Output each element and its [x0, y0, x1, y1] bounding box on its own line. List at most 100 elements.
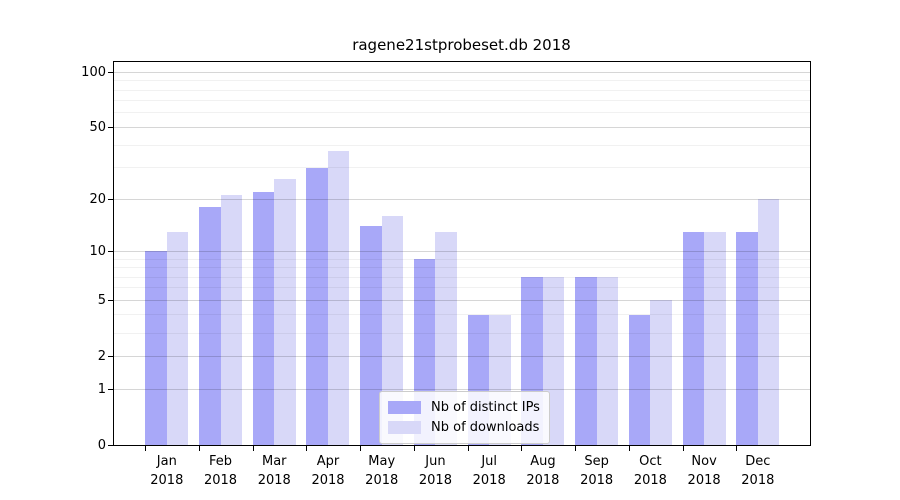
x-label-year: 2018 — [580, 473, 614, 488]
x-tick — [145, 446, 147, 451]
bar-downloads — [381, 216, 404, 445]
x-label-year: 2018 — [257, 473, 291, 488]
x-tick-label: Mar 2018 — [242, 452, 306, 490]
gridline-major — [114, 126, 810, 128]
gridline-major — [114, 198, 810, 200]
y-tick-label: 100 — [81, 64, 106, 80]
x-tick-label: Jan 2018 — [135, 452, 199, 490]
x-label-month: Jan — [156, 454, 177, 469]
x-tick-label: Feb 2018 — [189, 452, 253, 490]
bar-downloads — [166, 231, 189, 445]
bar-distinct-ips — [145, 251, 167, 445]
legend-item-downloads: Nb of downloads — [388, 417, 540, 437]
x-label-year: 2018 — [418, 473, 452, 488]
x-label-month: Feb — [209, 454, 233, 469]
y-tick-label: 50 — [89, 119, 106, 135]
gridline-minor — [114, 112, 810, 114]
x-tick — [306, 446, 308, 451]
y-tick — [108, 71, 114, 73]
x-label-year: 2018 — [365, 473, 399, 488]
x-label-month: Dec — [745, 454, 771, 469]
legend-label-downloads: Nb of downloads — [431, 419, 540, 435]
x-label-year: 2018 — [203, 473, 238, 488]
x-tick-label: Apr 2018 — [296, 452, 360, 490]
bar-downloads — [220, 195, 243, 445]
y-tick — [108, 250, 114, 252]
bar-downloads — [650, 300, 672, 445]
bar-distinct-ips — [628, 314, 651, 445]
chart-title: ragene21stprobeset.db 2018 — [352, 36, 571, 54]
y-tick-label: 10 — [89, 243, 106, 259]
plot-area: Jan 2018 Feb 2018 Mar 2018 Apr 2018 May 2018 Jun 20… — [81, 61, 811, 488]
x-label-month: Sep — [584, 454, 609, 469]
bar-distinct-ips — [575, 277, 597, 445]
y-tick-label: 1 — [97, 381, 106, 397]
x-label-year: 2018 — [472, 473, 506, 488]
x-tick-label: Oct 2018 — [618, 452, 682, 490]
x-tick-label: Jun 2018 — [403, 452, 467, 490]
gridline-minor — [114, 144, 810, 146]
x-tick-label: Aug 2018 — [511, 452, 575, 490]
legend-swatch-distinct-ips — [388, 400, 421, 414]
x-tick-label: Nov 2018 — [672, 452, 736, 490]
x-tick — [575, 446, 577, 451]
gridline-major — [114, 71, 810, 73]
x-tick — [736, 446, 738, 451]
x-label-year: 2018 — [526, 473, 560, 488]
x-tick — [682, 446, 684, 451]
y-tick — [108, 198, 114, 200]
y-tick-label: 0 — [97, 437, 106, 453]
x-label-year: 2018 — [311, 473, 345, 488]
x-tick-label: Sep 2018 — [565, 452, 629, 490]
x-tick — [252, 446, 254, 451]
gridline-minor — [114, 167, 810, 169]
y-tick — [108, 299, 114, 301]
bar-distinct-ips — [252, 191, 275, 445]
x-label-month: Jun — [425, 454, 446, 469]
x-label-month: Mar — [261, 454, 287, 469]
gridline-minor — [114, 89, 810, 91]
bar-downloads — [274, 178, 296, 445]
x-tick — [360, 446, 362, 451]
legend-swatch-downloads — [388, 420, 421, 434]
x-label-year: 2018 — [741, 473, 775, 488]
bar-distinct-ips — [306, 167, 328, 445]
x-label-month: Oct — [639, 454, 662, 469]
x-tick — [467, 446, 469, 451]
bar-downloads — [757, 199, 780, 445]
legend-item-distinct-ips: Nb of distinct IPs — [388, 397, 540, 417]
y-tick-label: 5 — [97, 292, 106, 308]
y-tick-label: 20 — [89, 191, 106, 207]
bar-distinct-ips — [736, 231, 758, 445]
bar-downloads — [327, 151, 350, 445]
x-tick — [413, 446, 415, 451]
bar-distinct-ips — [682, 231, 705, 445]
x-label-year: 2018 — [150, 473, 184, 488]
legend-label-distinct-ips: Nb of distinct IPs — [431, 399, 540, 415]
x-label-year: 2018 — [633, 473, 667, 488]
x-tick-label: Jul 2018 — [457, 452, 521, 490]
x-label-month: Nov — [691, 454, 717, 469]
bar-downloads — [596, 277, 619, 445]
bar-downloads — [704, 231, 726, 445]
bar-distinct-ips — [199, 207, 221, 445]
y-tick — [108, 355, 114, 357]
x-label-month: May — [368, 454, 396, 469]
legend: Nb of distinct IPs Nb of downloads — [379, 391, 550, 444]
x-label-month: Jul — [481, 454, 498, 469]
y-tick — [108, 388, 114, 390]
x-tick-label: Dec 2018 — [726, 452, 790, 490]
bar-distinct-ips — [360, 226, 382, 445]
x-label-month: Aug — [530, 454, 556, 469]
x-tick-label: May 2018 — [350, 452, 414, 490]
x-tick — [628, 446, 630, 451]
x-tick — [521, 446, 523, 451]
gridline-minor — [114, 80, 810, 82]
y-tick — [108, 444, 114, 446]
y-tick — [108, 126, 114, 128]
y-tick-label: 2 — [97, 348, 106, 364]
x-tick — [199, 446, 201, 451]
x-label-year: 2018 — [687, 473, 721, 488]
x-label-month: Apr — [316, 454, 340, 469]
